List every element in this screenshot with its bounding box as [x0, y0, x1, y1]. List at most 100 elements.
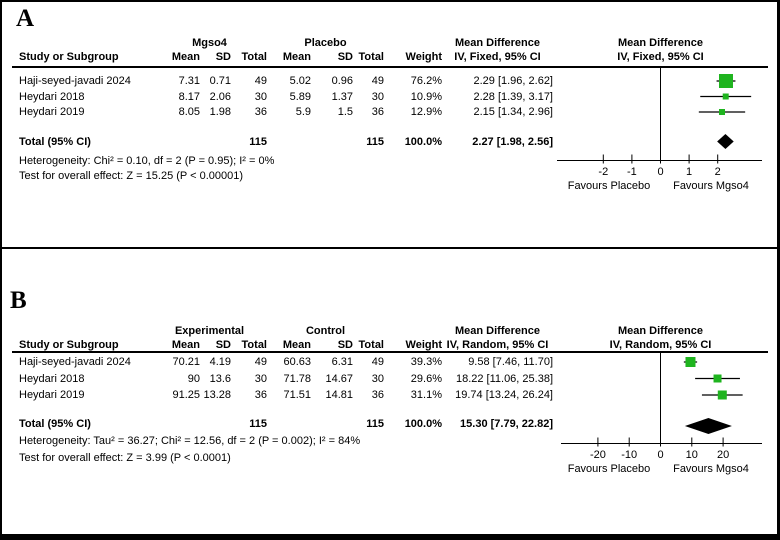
- sd1-cell: 13.6: [209, 373, 231, 385]
- study-name: Heydari 2018: [19, 91, 85, 103]
- sd2-cell: 14.81: [325, 389, 353, 401]
- effect-square: [713, 374, 722, 383]
- heterogeneity-text: Heterogeneity: Chi² = 0.10, df = 2 (P = …: [19, 155, 275, 167]
- total1-sum: 115: [249, 418, 267, 430]
- mean2-cell: 60.63: [283, 356, 311, 368]
- panel-divider: [2, 247, 778, 249]
- figure-border-top: [0, 0, 780, 2]
- sd1-cell: 2.06: [209, 91, 231, 103]
- total2-cell: 30: [371, 373, 384, 385]
- total-label: Total (95% CI): [19, 418, 91, 430]
- group1-header: Experimental: [174, 325, 245, 337]
- total-effect: 2.27 [1.98, 2.56]: [472, 136, 553, 148]
- pooled-diamond: [717, 134, 734, 149]
- header-rule: [12, 351, 768, 353]
- axis-tick-label: -2: [598, 166, 608, 178]
- total2-col-header: Total: [358, 339, 384, 351]
- total-weight: 100.0%: [404, 136, 442, 148]
- plot-subheader: IV, Random, 95% CI: [609, 339, 712, 351]
- favours-left-label: Favours Placebo: [567, 180, 651, 192]
- weight-cell: 39.3%: [410, 356, 442, 368]
- total-label: Total (95% CI): [19, 136, 91, 148]
- header-rule: [12, 66, 768, 68]
- favours-right-label: Favours Mgso4: [673, 463, 749, 475]
- total2-col-header: Total: [358, 51, 384, 63]
- mean1-col-header: Mean: [171, 339, 200, 351]
- figure-border-left: [0, 0, 2, 540]
- sd2-cell: 1.5: [337, 106, 353, 118]
- figure-border-right: [777, 0, 780, 540]
- group1-header: Mgso4: [192, 37, 227, 49]
- effect-square: [718, 109, 725, 115]
- sd2-cell: 0.96: [331, 75, 353, 87]
- axis-tick-label: 10: [686, 449, 698, 461]
- weight-col-header: Weight: [405, 51, 442, 63]
- axis-tick-label: -1: [627, 166, 637, 178]
- axis-tick-label: -20: [590, 449, 606, 461]
- sd2-cell: 6.31: [331, 356, 353, 368]
- total1-cell: 30: [254, 373, 267, 385]
- total1-cell: 49: [254, 75, 267, 87]
- weight-cell: 10.9%: [410, 91, 442, 103]
- sd1-cell: 13.28: [203, 389, 231, 401]
- total2-sum: 115: [366, 136, 384, 148]
- overall-effect-text: Test for overall effect: Z = 3.99 (P < 0…: [19, 452, 231, 464]
- mean1-cell: 91.25: [172, 389, 200, 401]
- total1-col-header: Total: [241, 339, 267, 351]
- study-col-header: Study or Subgroup: [19, 51, 119, 63]
- effect-col-header: Mean Difference: [455, 37, 540, 49]
- axis-tick-label: 2: [715, 166, 721, 178]
- effect-col-header: Mean Difference: [455, 325, 540, 337]
- sd1-col-header: SD: [215, 339, 231, 351]
- axis-tick-label: 1: [686, 166, 692, 178]
- mean2-col-header: Mean: [282, 339, 311, 351]
- weight-cell: 29.6%: [410, 373, 442, 385]
- total1-cell: 30: [254, 91, 267, 103]
- sd2-cell: 1.37: [331, 91, 353, 103]
- sd1-cell: 1.98: [209, 106, 231, 118]
- figure-border-bottom: [0, 534, 780, 540]
- mean2-cell: 5.89: [289, 91, 311, 103]
- weight-cell: 12.9%: [410, 106, 442, 118]
- group2-header: Control: [305, 325, 346, 337]
- axis-tick-label: 0: [657, 166, 663, 178]
- effect-cell: 19.74 [13.24, 26.24]: [455, 389, 553, 401]
- total2-cell: 36: [371, 389, 384, 401]
- effect-cell: 2.15 [1.34, 2.96]: [473, 106, 553, 118]
- heterogeneity-text: Heterogeneity: Tau² = 36.27; Chi² = 12.5…: [19, 435, 361, 447]
- mean1-cell: 8.17: [178, 91, 200, 103]
- study-name: Haji-seyed-javadi 2024: [19, 75, 131, 87]
- study-name: Heydari 2019: [19, 106, 85, 118]
- study-col-header: Study or Subgroup: [19, 339, 119, 351]
- mean1-cell: 90: [187, 373, 200, 385]
- effect-square: [722, 93, 729, 100]
- plot-header: Mean Difference: [618, 325, 703, 337]
- favours-left-label: Favours Placebo: [567, 463, 651, 475]
- plot-subheader: IV, Fixed, 95% CI: [617, 51, 704, 63]
- total-effect: 15.30 [7.79, 22.82]: [460, 418, 553, 430]
- mean1-col-header: Mean: [171, 51, 200, 63]
- total2-cell: 36: [371, 106, 384, 118]
- total1-sum: 115: [249, 136, 267, 148]
- effect-col-subheader: IV, Fixed, 95% CI: [454, 51, 541, 63]
- axis-tick-label: -10: [621, 449, 637, 461]
- effect-cell: 2.29 [1.96, 2.62]: [473, 75, 553, 87]
- sd2-cell: 14.67: [325, 373, 353, 385]
- total1-cell: 49: [254, 356, 267, 368]
- mean1-cell: 70.21: [172, 356, 200, 368]
- effect-cell: 2.28 [1.39, 3.17]: [473, 91, 553, 103]
- sd1-cell: 4.19: [209, 356, 231, 368]
- mean2-cell: 5.9: [295, 106, 311, 118]
- study-name: Heydari 2018: [19, 373, 85, 385]
- sd2-col-header: SD: [337, 51, 353, 63]
- mean1-cell: 8.05: [178, 106, 200, 118]
- mean2-col-header: Mean: [282, 51, 311, 63]
- total1-cell: 36: [254, 389, 267, 401]
- effect-square: [718, 74, 733, 88]
- sd1-cell: 0.71: [209, 75, 231, 87]
- weight-col-header: Weight: [405, 339, 442, 351]
- axis-tick-label: 20: [717, 449, 729, 461]
- panel-b-label: B: [10, 287, 27, 314]
